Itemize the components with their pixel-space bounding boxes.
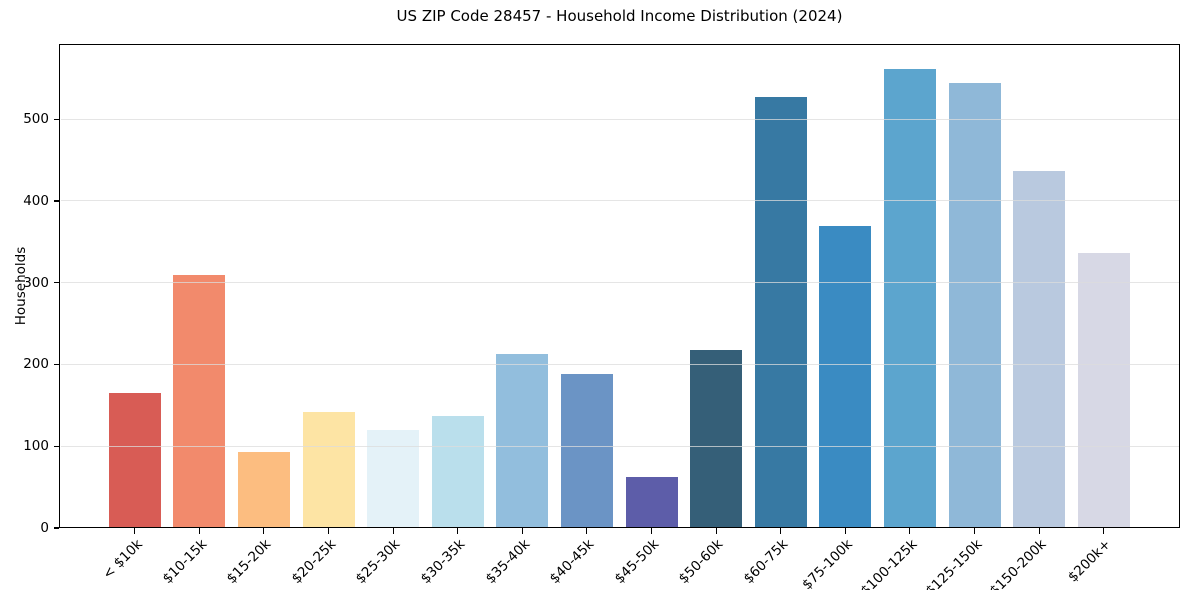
x-axis-tick — [909, 528, 911, 534]
x-axis-tick — [327, 528, 330, 534]
x-tick-label: $35-40k — [482, 536, 533, 587]
x-tick-label: < $10k — [99, 536, 146, 583]
x-tick-label: $200k+ — [1065, 536, 1115, 586]
x-tick-label: $75-100k — [799, 536, 856, 590]
x-tick-label: $15-20k — [223, 536, 275, 587]
bar — [431, 415, 484, 528]
x-tick-label: $50-60k — [676, 536, 727, 587]
x-tick-label: $60-75k — [740, 536, 792, 587]
x-tick-label: $125-150k — [922, 536, 986, 590]
y-tick-label: 0 — [40, 520, 49, 536]
x-axis-tick — [844, 528, 846, 534]
y-tick-label: 500 — [23, 111, 49, 128]
bar — [1013, 170, 1066, 528]
x-axis-tick — [1103, 528, 1105, 534]
gridline — [60, 445, 1179, 447]
x-axis-tick — [457, 528, 459, 534]
bar — [948, 83, 1001, 528]
x-axis-tick — [715, 528, 717, 534]
bar — [108, 393, 161, 528]
y-axis-tick — [54, 200, 59, 202]
gridline — [60, 118, 1179, 120]
x-tick-label: $30-35k — [417, 536, 469, 587]
x-axis-tick — [1038, 528, 1040, 534]
x-axis-tick — [586, 528, 588, 534]
x-axis-tick — [780, 528, 782, 534]
bar — [883, 68, 936, 528]
bar — [754, 97, 807, 528]
y-axis-tick — [54, 118, 59, 120]
x-tick-label: $25-30k — [353, 536, 404, 587]
x-axis-tick — [973, 528, 976, 534]
y-axis-tick — [54, 363, 59, 366]
x-tick-label: $150-200k — [986, 536, 1050, 590]
x-tick-label: $100-125k — [857, 536, 921, 590]
x-axis-tick — [392, 528, 394, 534]
bar — [237, 451, 290, 528]
y-axis-tick — [54, 445, 59, 447]
x-axis-tick — [521, 528, 523, 534]
bar — [1077, 253, 1130, 528]
bar — [625, 477, 678, 528]
x-axis-tick — [198, 528, 200, 534]
bar — [560, 374, 613, 528]
x-axis-tick — [650, 528, 653, 534]
bar — [819, 225, 872, 528]
gridline — [60, 200, 1179, 202]
x-tick-label: $10-15k — [159, 536, 210, 587]
bar — [173, 274, 226, 528]
bar — [690, 349, 743, 528]
y-axis-tick — [54, 527, 59, 529]
gridline — [60, 363, 1179, 365]
bar — [367, 429, 420, 528]
x-tick-label: $45-50k — [611, 536, 663, 587]
chart-title: US ZIP Code 28457 - Household Income Dis… — [396, 7, 843, 25]
gridline — [60, 282, 1179, 284]
plot-frame — [59, 44, 1180, 528]
x-tick-label: $20-25k — [288, 536, 340, 587]
y-tick-label: 300 — [23, 274, 49, 291]
bar — [302, 411, 355, 528]
y-tick-label: 100 — [23, 438, 49, 455]
x-tick-label: $40-45k — [546, 536, 598, 587]
bar — [496, 353, 549, 528]
y-tick-label: 400 — [23, 192, 49, 209]
x-axis-tick — [263, 528, 265, 534]
x-axis-tick — [134, 528, 136, 534]
y-tick-label: 200 — [23, 356, 49, 373]
y-axis-tick — [54, 282, 59, 284]
